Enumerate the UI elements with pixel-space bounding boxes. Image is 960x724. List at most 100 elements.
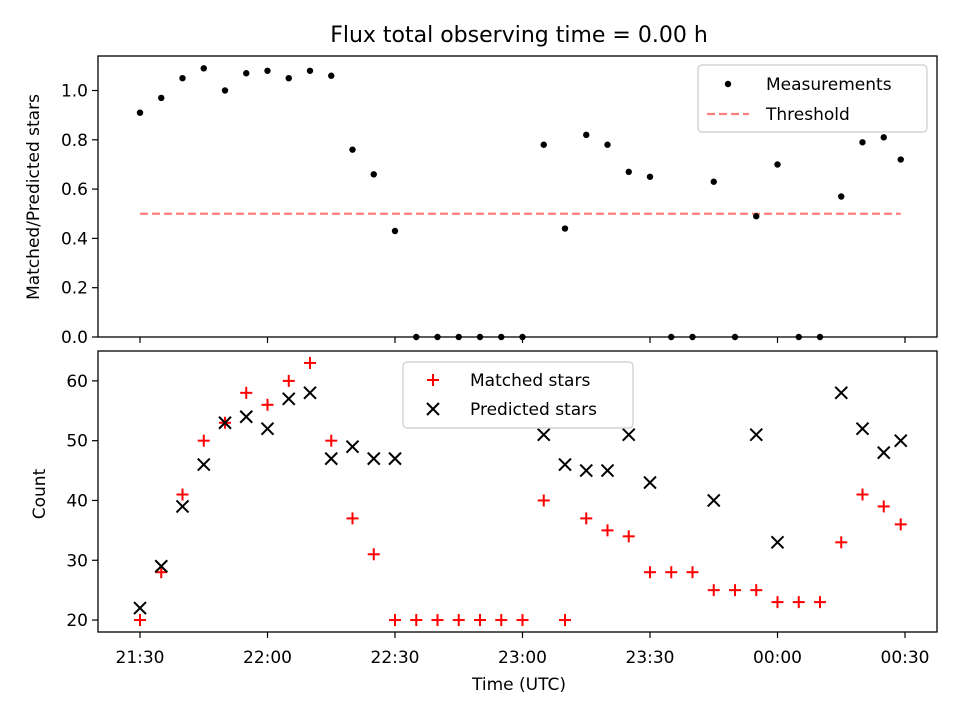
- matched-star-point: [155, 566, 168, 579]
- predicted-star-point: [175, 499, 190, 514]
- measurement-point: [583, 131, 590, 139]
- predicted-star-point: [218, 416, 232, 430]
- predicted-star-point: [558, 457, 572, 472]
- predicted-star-point: [622, 427, 636, 442]
- bottom-legend-box: [402, 361, 634, 429]
- measurement-point: [370, 171, 377, 178]
- top-legend-box: [697, 64, 928, 133]
- matched-star-point: [644, 566, 656, 579]
- matched-star-point: [686, 566, 699, 579]
- top-y-ticks: 0.0 0.2 0.4 0.6 0.8 1.0: [61, 82, 98, 348]
- matched-star-point: [410, 614, 423, 627]
- predicted-star-point: [749, 427, 763, 442]
- measurement-point: [774, 161, 781, 168]
- measurement-point: [136, 109, 144, 116]
- measurement-point: [200, 65, 207, 72]
- matched-star-point: [856, 488, 869, 501]
- matched-star-point: [771, 596, 784, 609]
- x-axis-label: Time (UTC): [471, 675, 566, 695]
- matched-star-point: [559, 614, 571, 627]
- predicted-star-point: [388, 451, 402, 466]
- bottom-axes-frame: [97, 350, 938, 633]
- measurement-point: [328, 72, 335, 79]
- measurement-point: [158, 94, 165, 102]
- measurement-point: [243, 70, 250, 77]
- predicted-star-point: [643, 475, 657, 490]
- predicted-star-point: [154, 559, 168, 573]
- measurement-point: [561, 225, 569, 232]
- bottom-y-tick-label: 40: [66, 491, 88, 511]
- legend-matched-marker: [427, 374, 439, 386]
- matched-star-point: [665, 566, 678, 579]
- top-axes-frame: [97, 55, 938, 338]
- measurement-points: [136, 65, 904, 341]
- matched-star-point: [240, 386, 253, 399]
- legend-predicted-label: Predicted stars: [470, 400, 597, 420]
- measurement-point: [880, 134, 887, 141]
- bottom-y-tick-label: 60: [66, 372, 88, 392]
- matched-star-point: [346, 512, 359, 525]
- measurement-point: [753, 213, 760, 220]
- top-y-axis-label: Matched/Predicted stars: [24, 94, 44, 300]
- legend-measurements-marker: [724, 80, 732, 88]
- top-y-tick-label: 0.4: [61, 229, 88, 249]
- matched-star-point: [580, 512, 593, 525]
- bottom-y-tick-label: 50: [66, 432, 88, 452]
- matched-star-point: [792, 596, 805, 609]
- matched-star-point: [495, 614, 508, 627]
- measurement-point: [625, 168, 632, 176]
- measurement-point: [838, 193, 845, 200]
- predicted-star-point: [367, 451, 381, 466]
- predicted-star-point: [303, 386, 317, 400]
- x-tick-label: 00:00: [753, 648, 802, 668]
- bottom-y-axis-label: Count: [30, 468, 50, 519]
- legend-threshold-label: Threshold: [765, 105, 850, 125]
- matched-star-point: [367, 548, 380, 561]
- matched-star-point: [452, 614, 465, 627]
- legend-measurements-label: Measurements: [766, 75, 892, 95]
- matched-star-point: [835, 536, 848, 549]
- top-y-tick-label: 0.6: [61, 180, 88, 200]
- chart-title: Flux total observing time = 0.00 h: [330, 23, 708, 48]
- predicted-star-point: [133, 601, 147, 615]
- top-plot-area: 0.0 0.2 0.4 0.6 0.8 1.0: [61, 55, 938, 348]
- matched-star-point: [707, 584, 720, 597]
- matched-star-point: [261, 398, 274, 411]
- predicted-star-point: [239, 410, 253, 424]
- matched-star-point: [389, 614, 401, 627]
- x-tick-label: 00:30: [881, 648, 930, 668]
- predicted-star-point: [197, 457, 211, 472]
- matched-star-point: [537, 494, 550, 507]
- predicted-star-point: [877, 445, 891, 460]
- matched-star-point: [304, 356, 316, 369]
- matched-star-point: [516, 614, 529, 627]
- measurement-point: [540, 141, 547, 148]
- bottom-y-ticks: 20 30 40 50 60: [66, 372, 98, 631]
- legend-predicted-marker: [426, 402, 440, 416]
- predicted-star-point: [324, 451, 338, 466]
- predicted-star-point: [260, 422, 275, 436]
- measurement-point: [285, 74, 292, 82]
- predicted-star-point: [537, 427, 551, 442]
- matched-star-point: [877, 500, 890, 513]
- measurement-point: [349, 146, 356, 153]
- predicted-stars-points: [133, 386, 908, 615]
- bottom-plot-area: 20 30 40 50 60 21:30 22:00 22:30 23:00 23:30 00:0…: [66, 350, 938, 668]
- matched-star-point: [622, 530, 635, 543]
- matched-star-point: [729, 584, 741, 597]
- bottom-y-tick-label: 30: [66, 551, 88, 571]
- x-tick-label: 23:00: [498, 648, 547, 668]
- x-tick-label: 22:30: [371, 648, 420, 668]
- matched-star-point: [134, 614, 146, 627]
- measurement-point: [859, 139, 866, 146]
- top-y-tick-label: 0.8: [61, 131, 88, 151]
- bottom-x-ticks: 21:30 22:00 22:30 23:00 23:30 00:00 00:30: [116, 632, 930, 668]
- top-y-tick-label: 0.2: [61, 279, 88, 299]
- matched-stars-points: [134, 356, 907, 627]
- matched-star-point: [894, 518, 907, 531]
- measurement-point: [897, 156, 904, 163]
- measurement-point: [391, 227, 399, 235]
- top-legend: Measurements Threshold: [697, 64, 928, 133]
- predicted-star-point: [345, 439, 360, 454]
- matched-star-point: [197, 434, 210, 447]
